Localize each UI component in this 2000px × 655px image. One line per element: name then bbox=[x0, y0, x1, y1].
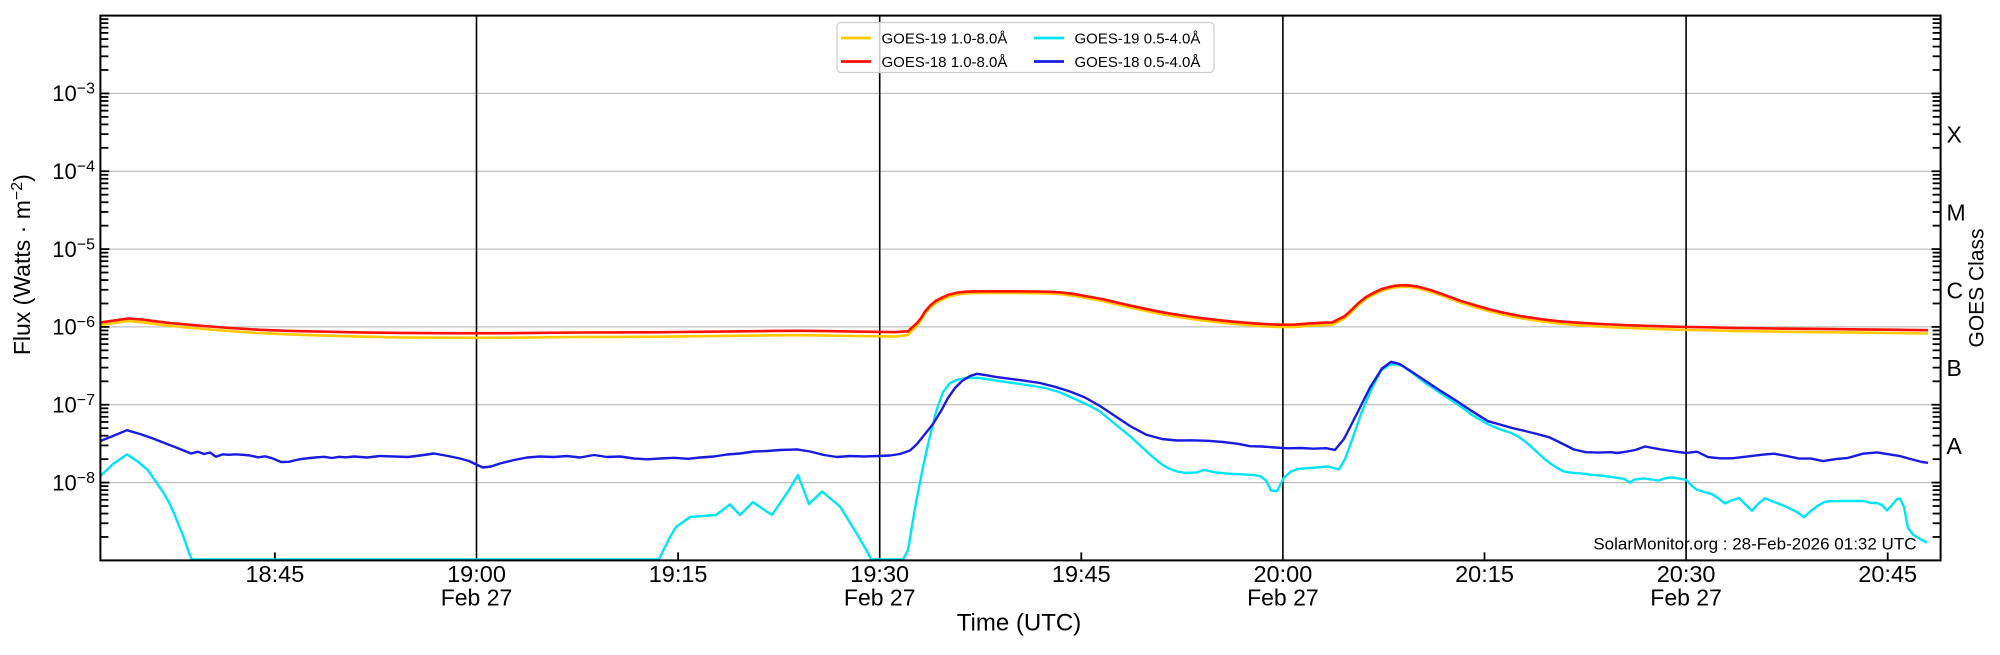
svg-text:GOES-18 0.5-4.0Å: GOES-18 0.5-4.0Å bbox=[1075, 54, 1201, 71]
svg-text:Feb 27: Feb 27 bbox=[1247, 585, 1319, 611]
svg-text:20:45: 20:45 bbox=[1858, 561, 1917, 587]
svg-text:10−8: 10−8 bbox=[52, 470, 95, 496]
svg-text:10−3: 10−3 bbox=[52, 81, 95, 107]
svg-text:20:00: 20:00 bbox=[1253, 561, 1312, 587]
svg-text:Flux (Watts · m−2): Flux (Watts · m−2) bbox=[9, 174, 35, 355]
svg-text:GOES Class: GOES Class bbox=[1966, 228, 1989, 347]
svg-text:SolarMonitor.org : 28-Feb-2026: SolarMonitor.org : 28-Feb-2026 01:32 UTC bbox=[1593, 535, 1916, 554]
svg-text:GOES-18 1.0-8.0Å: GOES-18 1.0-8.0Å bbox=[882, 54, 1008, 71]
svg-text:19:45: 19:45 bbox=[1052, 561, 1111, 587]
svg-text:Time (UTC): Time (UTC) bbox=[957, 610, 1081, 637]
svg-text:18:45: 18:45 bbox=[245, 561, 304, 587]
svg-text:19:00: 19:00 bbox=[447, 561, 506, 587]
svg-text:C: C bbox=[1947, 277, 1964, 303]
svg-text:GOES-19 0.5-4.0Å: GOES-19 0.5-4.0Å bbox=[1075, 31, 1201, 48]
svg-text:19:15: 19:15 bbox=[649, 561, 708, 587]
svg-text:B: B bbox=[1947, 355, 1962, 381]
svg-text:20:30: 20:30 bbox=[1657, 561, 1716, 587]
svg-text:19:30: 19:30 bbox=[850, 561, 909, 587]
svg-text:Feb 27: Feb 27 bbox=[844, 585, 916, 611]
svg-text:10−6: 10−6 bbox=[52, 314, 95, 340]
svg-text:10−4: 10−4 bbox=[52, 159, 95, 185]
svg-text:Feb 27: Feb 27 bbox=[441, 585, 513, 611]
svg-text:20:15: 20:15 bbox=[1455, 561, 1514, 587]
svg-text:10−5: 10−5 bbox=[52, 236, 95, 262]
svg-text:X: X bbox=[1947, 122, 1962, 148]
svg-text:10−7: 10−7 bbox=[52, 392, 95, 418]
svg-text:M: M bbox=[1947, 200, 1966, 226]
svg-text:Feb 27: Feb 27 bbox=[1650, 585, 1722, 611]
svg-text:GOES-19 1.0-8.0Å: GOES-19 1.0-8.0Å bbox=[882, 31, 1008, 48]
svg-text:A: A bbox=[1947, 433, 1963, 459]
